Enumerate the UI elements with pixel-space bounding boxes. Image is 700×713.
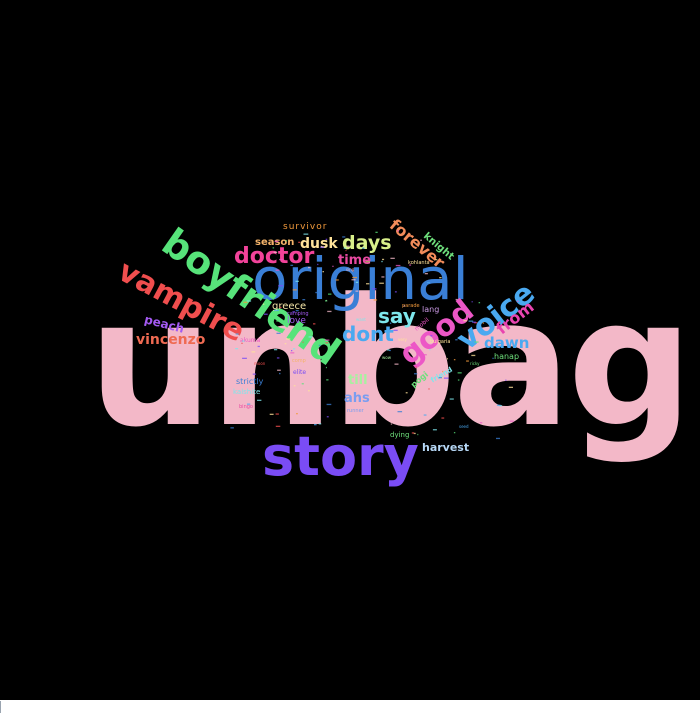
word-comp: comp: [292, 358, 306, 364]
word-say: say: [378, 304, 416, 328]
word-kalshite: kalshite: [233, 388, 261, 396]
word-original: original: [252, 245, 469, 313]
word-harvest: harvest: [422, 441, 470, 454]
word-kohlanta: kohlanta: [408, 260, 430, 266]
word-unbag: unbag: [88, 261, 693, 466]
window-corner: [0, 701, 9, 713]
word-bulgaria: bulgaria: [430, 339, 451, 345]
word-akuma: akuma: [240, 337, 261, 344]
word-ahs: ahs: [344, 391, 370, 406]
word-time: time: [338, 253, 372, 268]
word-days: days: [342, 232, 392, 254]
word-dying: dying: [390, 431, 410, 439]
word-survivor: survivor: [283, 222, 328, 232]
word-love: love: [287, 316, 306, 326]
word-sing: sing: [346, 267, 355, 272]
speckle: [303, 233, 309, 235]
word-bingo: bingo: [239, 404, 253, 410]
word-dont: dont: [342, 322, 394, 346]
word-strictly: strictly: [236, 377, 264, 386]
word-lang: lang: [422, 305, 440, 314]
word-doctor: doctor: [234, 244, 315, 269]
word-elite: elite: [293, 369, 307, 376]
word-dusk: dusk: [300, 236, 338, 252]
word-runner: runner: [347, 408, 364, 414]
word-vincenzo: vincenzo: [136, 332, 206, 348]
word-greece: greece: [272, 301, 307, 312]
word-dawn: dawn: [484, 334, 530, 352]
word-parade: parade: [402, 303, 420, 309]
word-very: very: [398, 337, 407, 342]
word-camping: camping: [287, 311, 309, 317]
word-till: till: [348, 373, 368, 388]
word-ricky: ricky: [470, 361, 480, 366]
word-wow: wow: [382, 355, 391, 360]
word-hanap: hanap: [494, 352, 520, 361]
word-season: season: [255, 237, 295, 248]
word-story: story: [262, 425, 419, 488]
word-moon: moon: [254, 361, 266, 366]
word-seed: seed: [459, 424, 469, 429]
word-want: want: [356, 317, 366, 322]
